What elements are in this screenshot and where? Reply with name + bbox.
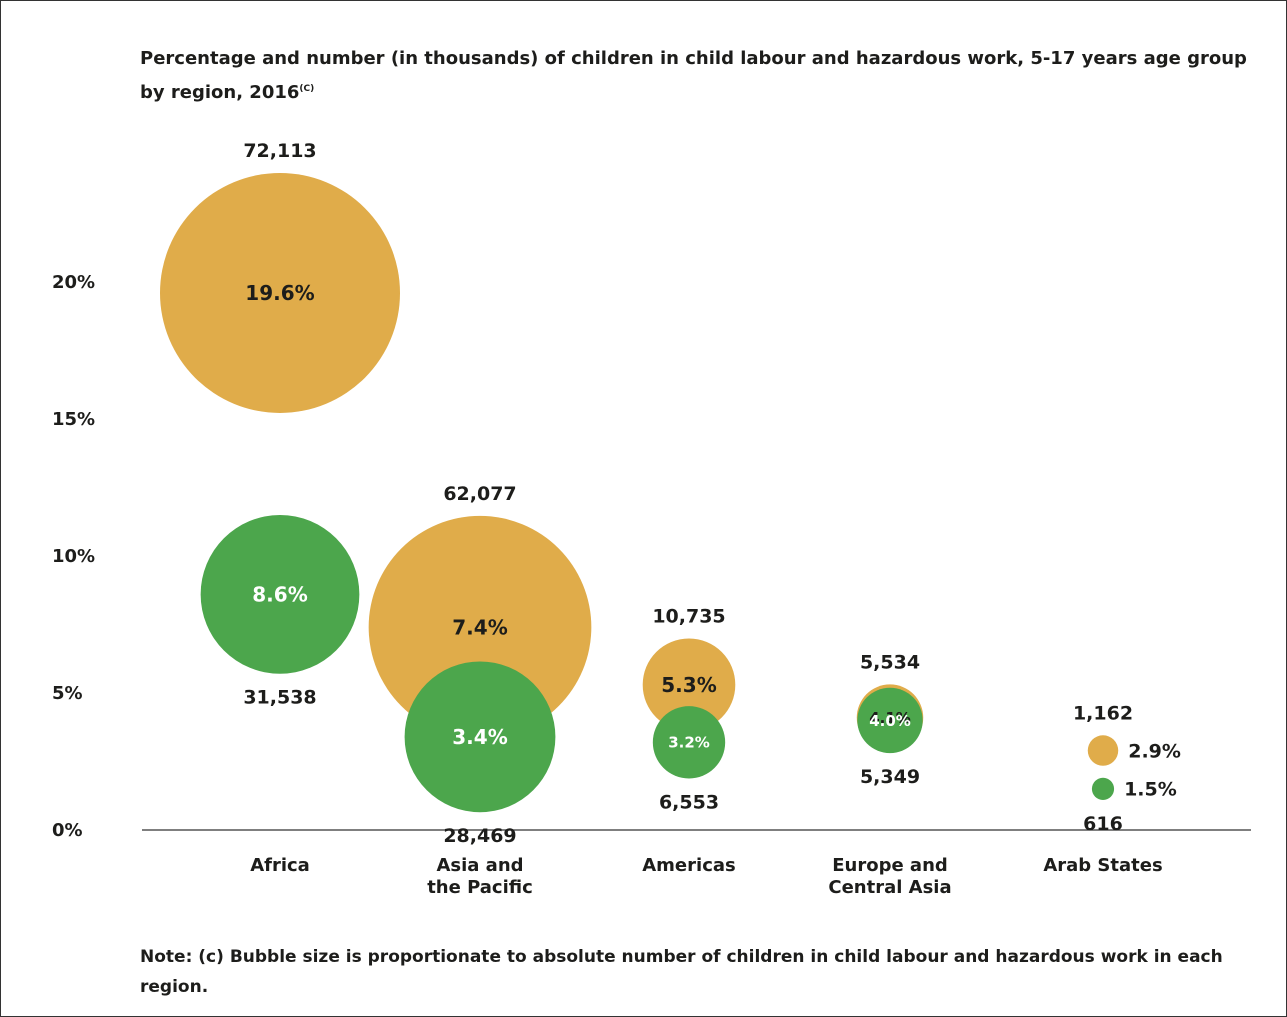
bubble-count-label: 10,735: [652, 605, 725, 627]
bubble-value-label: 3.4%: [452, 725, 507, 749]
x-tick-label: Europe and Central Asia: [828, 855, 951, 898]
x-axis: Africa Asia and the Pacific Americas Europe …: [142, 829, 1251, 898]
bubble-value-label: 5.3%: [661, 673, 716, 697]
y-tick-label: 0%: [52, 820, 83, 841]
child-labour-bubble: [368, 515, 592, 739]
x-tick-label: Asia and the Pacific: [427, 855, 533, 898]
chart-title-superscript: (C): [299, 84, 315, 94]
child-labour-bubble: [160, 172, 400, 413]
bubbles: [160, 172, 1119, 813]
hazardous-work-bubble: [200, 515, 360, 674]
hazardous-work-bubble: [857, 687, 923, 754]
bubble-value-label: 1.5%: [1124, 779, 1177, 801]
bubble-count-label: 72,113: [243, 140, 316, 162]
bubble-value-label: 4.1%: [869, 709, 911, 727]
y-tick-label: 20%: [52, 272, 95, 293]
bubble-value-label: 19.6%: [245, 281, 314, 305]
bubble-count-label: 5,534: [860, 651, 920, 673]
y-tick-label: 15%: [52, 409, 95, 430]
bubble-value-label: 3.2%: [668, 734, 710, 752]
bubble-count-label: 6,553: [659, 791, 719, 813]
x-tick-label: Arab States: [1043, 855, 1162, 876]
bubble-value-label: 7.4%: [452, 615, 507, 639]
x-tick-label: Americas: [642, 855, 735, 876]
bubble-count-label: 28,469: [443, 825, 516, 847]
x-tick-label: Africa: [250, 855, 310, 876]
y-tick-label: 10%: [52, 546, 95, 567]
hazardous-work-bubble: [1091, 777, 1115, 800]
bubble-value-label: 4.0%: [869, 712, 911, 730]
hazardous-work-bubble: [404, 661, 556, 813]
hazardous-work-bubble: [652, 706, 726, 779]
bubble-count-label: 31,538: [243, 687, 316, 709]
y-axis: 0% 5% 10% 15% 20%: [52, 272, 95, 841]
y-tick-label: 5%: [52, 683, 83, 704]
bubble-count-label: 1,162: [1073, 702, 1133, 724]
chart-title-text: Percentage and number (in thousands) of …: [140, 48, 1247, 103]
bubble-value-label: 8.6%: [252, 583, 307, 607]
bubble-count-label: 62,077: [443, 483, 516, 505]
data-labels: 19.6% 72,113 7.4% 62,077 5.3% 10,735 4.1% 5,534…: [243, 140, 1181, 847]
child-labour-bubble: [1087, 735, 1119, 766]
chart-note: Note: (c) Bubble size is proportionate t…: [140, 947, 1223, 997]
bubble-value-label: 2.9%: [1128, 740, 1181, 762]
chart-title: Percentage and number (in thousands) of …: [140, 44, 1270, 108]
bubble-count-label: 616: [1083, 813, 1123, 835]
child-labour-bubble: [642, 638, 736, 732]
bubble-count-label: 5,349: [860, 766, 920, 788]
